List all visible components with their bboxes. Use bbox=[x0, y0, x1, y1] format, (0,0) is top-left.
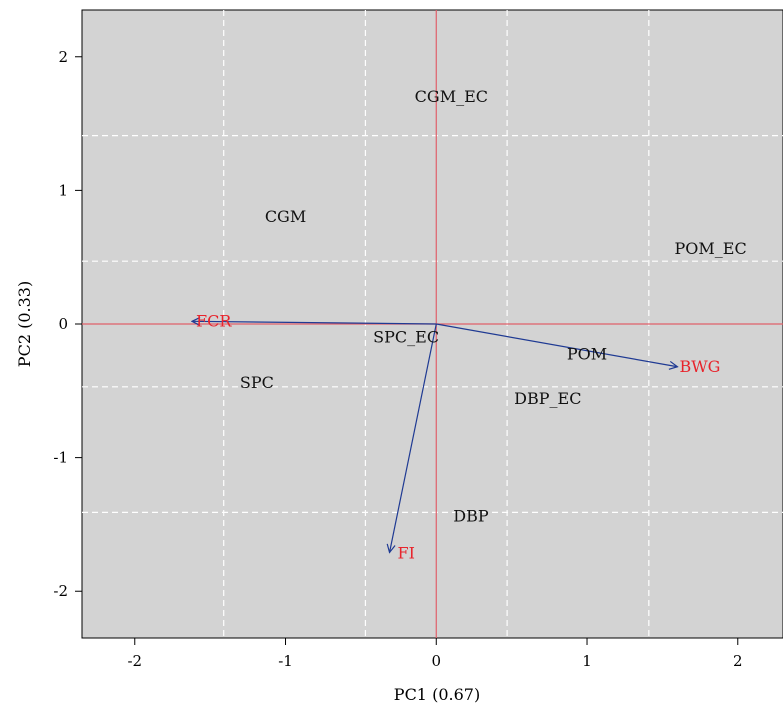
x-tick-label--2: -2 bbox=[127, 652, 142, 670]
point-label-pom: POM bbox=[567, 345, 607, 364]
y-tick-label-1: 1 bbox=[58, 181, 68, 199]
x-axis: -2 -1 0 1 2 bbox=[127, 638, 743, 670]
x-tick-label--1: -1 bbox=[278, 652, 293, 670]
point-label-dbp-ec: DBP_EC bbox=[514, 389, 581, 408]
y-tick-label-2: 2 bbox=[58, 48, 68, 66]
point-label-spc: SPC bbox=[240, 373, 274, 392]
point-label-dbp: DBP bbox=[453, 506, 489, 525]
vector-label-bwg: BWG bbox=[679, 357, 720, 376]
vector-arrow-fi bbox=[390, 323, 437, 552]
x-tick-label-0: 0 bbox=[431, 652, 441, 670]
vector-label-fcr: FCR bbox=[196, 311, 232, 330]
y-axis-label: PC2 (0.33) bbox=[15, 281, 34, 367]
y-axis: -2 -1 0 1 2 bbox=[53, 48, 82, 600]
point-label-pom-ec: POM_EC bbox=[675, 239, 747, 258]
x-tick-label-2: 2 bbox=[733, 652, 743, 670]
vector-label-fi: FI bbox=[398, 543, 415, 562]
point-label-spc-ec: SPC_EC bbox=[373, 327, 439, 346]
y-tick-label--2: -2 bbox=[53, 582, 68, 600]
loading-vectors: FCR BWG FI bbox=[192, 311, 720, 562]
point-label-cgm: CGM bbox=[265, 207, 306, 226]
y-tick-label--1: -1 bbox=[53, 449, 68, 467]
point-label-cgm-ec: CGM_EC bbox=[415, 87, 488, 106]
y-tick-label-0: 0 bbox=[58, 315, 68, 333]
vector-arrow-bwg bbox=[436, 323, 677, 367]
x-axis-label: PC1 (0.67) bbox=[394, 685, 480, 704]
score-points: CGM_EC CGM POM_EC SPC_EC POM DBP_EC SPC DBP bbox=[240, 87, 747, 526]
x-tick-label-1: 1 bbox=[582, 652, 592, 670]
vector-arrow-fcr bbox=[192, 321, 437, 324]
